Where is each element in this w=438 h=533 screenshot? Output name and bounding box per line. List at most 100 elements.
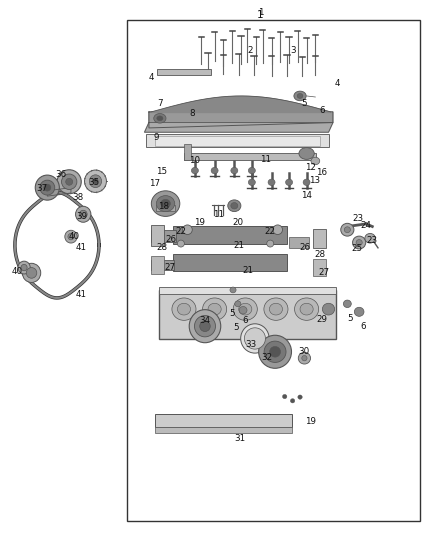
FancyBboxPatch shape (173, 226, 287, 244)
Ellipse shape (322, 303, 335, 315)
Ellipse shape (297, 94, 303, 99)
Text: 2: 2 (247, 46, 252, 54)
Polygon shape (47, 188, 71, 196)
Ellipse shape (299, 148, 314, 159)
Ellipse shape (231, 167, 238, 174)
Text: 6: 6 (243, 317, 248, 325)
Text: 19: 19 (305, 417, 317, 425)
Ellipse shape (356, 239, 362, 245)
Ellipse shape (40, 180, 55, 195)
Ellipse shape (343, 300, 351, 308)
Text: 5: 5 (230, 309, 235, 318)
Ellipse shape (283, 394, 287, 399)
Ellipse shape (303, 179, 310, 185)
Ellipse shape (172, 298, 196, 320)
Text: 11: 11 (260, 156, 271, 164)
Ellipse shape (157, 116, 163, 120)
Ellipse shape (267, 240, 274, 247)
FancyBboxPatch shape (146, 134, 329, 147)
Text: 40: 40 (69, 232, 80, 241)
Text: 22: 22 (265, 228, 276, 236)
Text: 3: 3 (291, 46, 296, 54)
Text: 40: 40 (12, 268, 23, 276)
Text: 25: 25 (351, 245, 363, 253)
Text: 5: 5 (348, 314, 353, 323)
Ellipse shape (68, 233, 74, 240)
Text: 4: 4 (148, 73, 154, 82)
FancyBboxPatch shape (313, 229, 326, 248)
Ellipse shape (208, 303, 221, 315)
Text: 22: 22 (175, 228, 187, 236)
Ellipse shape (300, 303, 313, 315)
Polygon shape (149, 112, 333, 128)
Text: 12: 12 (305, 163, 317, 172)
Ellipse shape (189, 310, 221, 343)
FancyBboxPatch shape (289, 237, 309, 248)
FancyBboxPatch shape (159, 287, 336, 294)
Ellipse shape (231, 203, 238, 209)
Text: 10: 10 (189, 156, 201, 165)
FancyBboxPatch shape (151, 225, 164, 246)
Text: 1: 1 (258, 8, 263, 17)
Text: 33: 33 (246, 340, 257, 349)
Ellipse shape (248, 167, 255, 174)
Ellipse shape (290, 399, 295, 403)
Ellipse shape (269, 346, 281, 357)
Text: 36: 36 (55, 171, 66, 179)
FancyBboxPatch shape (151, 256, 164, 274)
Text: 41: 41 (75, 244, 87, 252)
Ellipse shape (85, 170, 106, 192)
FancyBboxPatch shape (155, 136, 320, 146)
Text: 19: 19 (194, 218, 205, 227)
Ellipse shape (89, 175, 102, 188)
Text: 6: 6 (360, 322, 365, 330)
Text: 18: 18 (158, 202, 169, 211)
Ellipse shape (61, 174, 77, 189)
Ellipse shape (235, 301, 241, 307)
Ellipse shape (211, 167, 218, 174)
Ellipse shape (240, 324, 269, 353)
Ellipse shape (75, 206, 91, 222)
FancyBboxPatch shape (156, 205, 175, 211)
Text: 23: 23 (352, 214, 364, 223)
Text: 41: 41 (75, 290, 87, 299)
Text: 8: 8 (189, 109, 194, 118)
Text: 20: 20 (232, 218, 244, 227)
Text: 6: 6 (319, 106, 325, 115)
Text: 32: 32 (261, 353, 273, 361)
Ellipse shape (353, 236, 366, 249)
Ellipse shape (294, 298, 318, 320)
FancyBboxPatch shape (159, 290, 336, 339)
Ellipse shape (194, 316, 215, 337)
Ellipse shape (191, 167, 198, 174)
FancyBboxPatch shape (184, 153, 316, 160)
Text: 24: 24 (360, 222, 371, 230)
FancyBboxPatch shape (157, 69, 211, 75)
Text: 13: 13 (309, 176, 320, 185)
Ellipse shape (44, 184, 51, 191)
Text: 37: 37 (36, 184, 48, 192)
Text: 21: 21 (233, 241, 244, 250)
Ellipse shape (228, 200, 241, 212)
Ellipse shape (26, 268, 37, 278)
Text: 29: 29 (316, 316, 328, 324)
Ellipse shape (354, 307, 364, 316)
Text: 7: 7 (157, 100, 162, 108)
Ellipse shape (66, 178, 73, 185)
Text: 5: 5 (234, 324, 239, 332)
FancyBboxPatch shape (313, 259, 326, 276)
Ellipse shape (183, 225, 192, 235)
Ellipse shape (286, 179, 293, 185)
Ellipse shape (177, 240, 184, 247)
Text: 39: 39 (76, 213, 88, 221)
Bar (127, 20, 420, 521)
Text: 28: 28 (156, 244, 168, 252)
Ellipse shape (22, 263, 41, 282)
Text: 9: 9 (153, 133, 159, 142)
FancyBboxPatch shape (151, 230, 176, 242)
Text: 15: 15 (155, 167, 167, 176)
Ellipse shape (344, 227, 350, 232)
Text: 16: 16 (316, 168, 328, 177)
Text: 27: 27 (318, 269, 330, 277)
Ellipse shape (239, 303, 252, 315)
